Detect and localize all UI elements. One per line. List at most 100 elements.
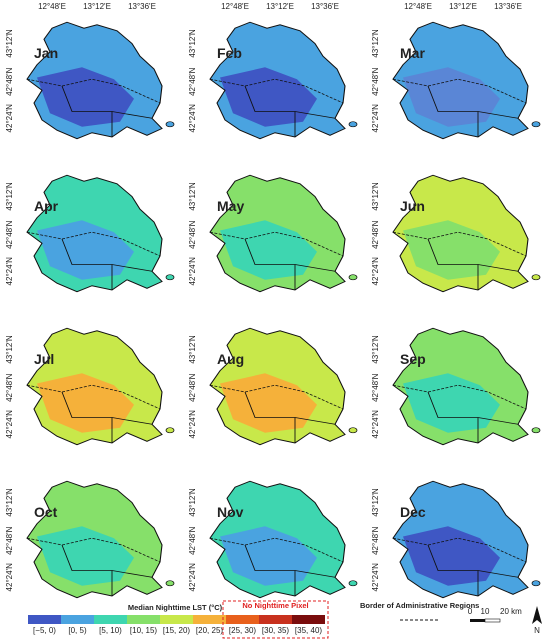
north-label: N (534, 626, 540, 635)
scale-bar (484, 618, 501, 623)
lat-label: 42°24'N (5, 104, 14, 133)
admin-border (427, 391, 519, 425)
lat-label: 43°12'N (371, 182, 380, 211)
admin-border (61, 544, 153, 578)
admin-border (392, 231, 527, 257)
lst-patch (403, 220, 500, 280)
scale-label: 10 (481, 607, 490, 616)
region-outline (209, 174, 346, 293)
map (392, 480, 541, 599)
map (209, 174, 358, 293)
lat-label: 42°48'N (371, 220, 380, 249)
legend: Median Nighttime LST (°C) [−5, 0) [0, 5) [5… (28, 600, 542, 639)
legend-label: [−5, 0) (33, 626, 56, 635)
lst-patch (220, 67, 317, 127)
island (348, 427, 358, 434)
admin-border (61, 85, 153, 119)
island (531, 580, 541, 587)
month-label: May (217, 198, 244, 214)
lst-patch (220, 373, 317, 433)
lat-label: 42°24'N (5, 257, 14, 286)
lat-label: 42°48'N (188, 220, 197, 249)
lat-label: 43°12'N (188, 488, 197, 517)
region-outline (26, 327, 163, 446)
lst-patch (37, 373, 134, 433)
lat-label: 42°24'N (188, 410, 197, 439)
island (348, 121, 358, 128)
lat-label: 43°12'N (371, 335, 380, 364)
map (209, 480, 358, 599)
lst-patch (37, 526, 134, 586)
legend-label: [35, 40) (295, 626, 322, 635)
legend-swatch (226, 615, 259, 624)
lon-label: 13°12'E (83, 2, 111, 11)
region-outline (26, 480, 163, 599)
region-outline (26, 174, 163, 293)
lon-label: 12°48'E (38, 2, 66, 11)
admin-border (209, 78, 344, 104)
admin-border (26, 231, 161, 257)
admin-border (392, 537, 527, 563)
legend-label: [20, 25) (196, 626, 223, 635)
admin-border (244, 544, 336, 578)
lat-label: 42°24'N (371, 257, 380, 286)
lat-label: 43°12'N (371, 29, 380, 58)
admin-border (209, 537, 344, 563)
region-outline (209, 327, 346, 446)
month-label: Oct (34, 504, 58, 520)
admin-border (209, 231, 344, 257)
map (26, 327, 175, 446)
lon-label: 13°36'E (494, 2, 522, 11)
no-pixel-title: No Nighttime Pixel (242, 601, 308, 610)
island (348, 580, 358, 587)
island (165, 121, 175, 128)
legend-swatch (61, 615, 94, 624)
legend-swatch (94, 615, 127, 624)
map (392, 174, 541, 293)
map (209, 327, 358, 446)
admin-border (244, 238, 336, 272)
island (531, 427, 541, 434)
scale-bar (470, 619, 485, 622)
map-panel: Jun 43°12'N 42°48'N 42°24'N (371, 174, 541, 293)
scale-label: 20 km (500, 607, 522, 616)
lat-label: 42°24'N (188, 563, 197, 592)
lat-label: 42°48'N (5, 67, 14, 96)
lst-patch (403, 67, 500, 127)
north-arrow (532, 606, 542, 624)
map (26, 21, 175, 140)
border-title: Border of Administrative Regions (360, 601, 479, 610)
lat-label: 42°48'N (371, 67, 380, 96)
lat-label: 42°24'N (371, 410, 380, 439)
lat-label: 43°12'N (5, 488, 14, 517)
lat-label: 43°12'N (5, 335, 14, 364)
map-panel: Dec 43°12'N 42°48'N 42°24'N (371, 480, 541, 599)
island (165, 274, 175, 281)
lat-label: 42°24'N (5, 410, 14, 439)
lat-label: 42°48'N (5, 526, 14, 555)
month-label: Sep (400, 351, 426, 367)
month-label: Feb (217, 45, 242, 61)
lat-label: 42°48'N (371, 526, 380, 555)
no-pixel-box (222, 600, 329, 639)
admin-border (61, 391, 153, 425)
month-label: Dec (400, 504, 426, 520)
legend-title: Median Nighttime LST (°C) (128, 603, 223, 612)
lst-patch (403, 373, 500, 433)
map-panel: Mar 43°12'N 42°48'N 42°24'N 12°48'E 13°12'E 13… (371, 2, 541, 140)
map-panel: Feb 43°12'N 42°48'N 42°24'N 12°48'E 13°12'E 13… (188, 2, 358, 140)
legend-label: [0, 5) (68, 626, 87, 635)
admin-border (26, 384, 161, 410)
map-panel: Jan 43°12'N 42°48'N 42°24'N 12°48'E 13°12'E 13… (5, 2, 175, 140)
month-label: Jan (34, 45, 58, 61)
lat-label: 42°24'N (371, 563, 380, 592)
lat-label: 42°48'N (5, 220, 14, 249)
lon-label: 12°48'E (404, 2, 432, 11)
map (392, 21, 541, 140)
legend-label: [5, 10) (99, 626, 122, 635)
legend-swatch (193, 615, 226, 624)
admin-border (427, 544, 519, 578)
lat-label: 43°12'N (371, 488, 380, 517)
lst-patch (37, 67, 134, 127)
